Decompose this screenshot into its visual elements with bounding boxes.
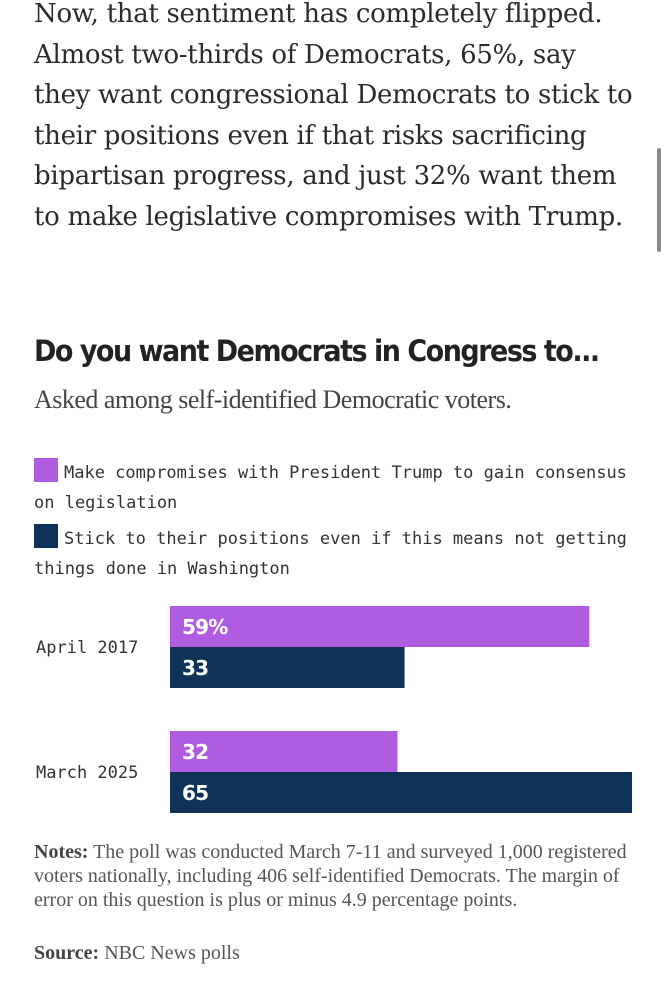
notes-text: The poll was conducted March 7-11 and su… xyxy=(34,841,627,911)
legend-item-stick: Stick to their positions even if this me… xyxy=(34,524,634,584)
chart-title: Do you want Democrats in Congress to... xyxy=(34,334,600,368)
source-text: NBC News polls xyxy=(104,942,240,964)
chart-source: Source: NBC News polls xyxy=(34,942,240,965)
category-label-april-2017: April 2017 xyxy=(36,638,138,658)
chart-notes: Notes: The poll was conducted March 7-11… xyxy=(34,840,634,912)
article-paragraph: Now, that sentiment has completely flipp… xyxy=(34,0,633,232)
bar-compromise-april-2017 xyxy=(170,606,590,647)
bar-value-label-compromise-april-2017: 59% xyxy=(182,615,228,639)
bar-compromise-march-2025 xyxy=(170,731,398,772)
category-label-march-2025: March 2025 xyxy=(36,763,138,783)
legend-swatch-compromise xyxy=(34,458,58,482)
chart-legend: Make compromises with President Trump to… xyxy=(34,458,634,590)
bar-chart: April 2017 59% 33 March 2025 32 65 xyxy=(36,606,632,813)
scrollbar[interactable] xyxy=(657,148,661,252)
bar-value-label-compromise-march-2025: 32 xyxy=(182,740,208,764)
notes-label: Notes: xyxy=(34,841,89,863)
legend-label-compromise: Make compromises with President Trump to… xyxy=(34,463,627,513)
legend-item-compromise: Make compromises with President Trump to… xyxy=(34,458,634,518)
bar-value-label-stick-march-2025: 65 xyxy=(182,781,208,805)
legend-label-stick: Stick to their positions even if this me… xyxy=(34,529,627,579)
bar-stick-march-2025 xyxy=(170,772,632,813)
legend-swatch-stick xyxy=(34,524,58,548)
chart-subtitle: Asked among self-identified Democratic v… xyxy=(34,385,512,414)
bar-value-label-stick-april-2017: 33 xyxy=(182,656,208,680)
bar-stick-april-2017 xyxy=(170,647,405,688)
source-label: Source: xyxy=(34,942,100,964)
